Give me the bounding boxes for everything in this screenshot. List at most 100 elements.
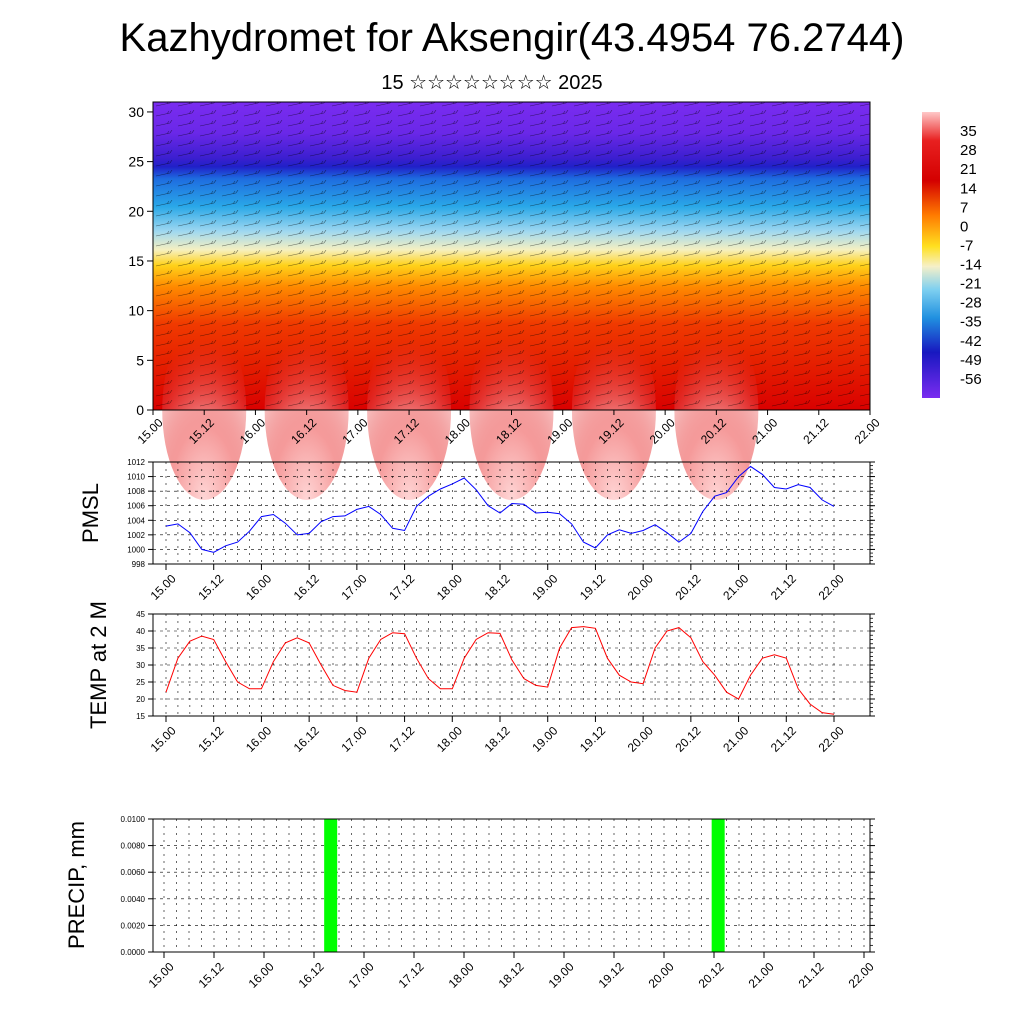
p3-x-tick-label: 19.00 bbox=[529, 723, 560, 754]
p3-x-tick-label: 22.00 bbox=[816, 723, 847, 754]
cross-section-y-tick-label: 0 bbox=[136, 402, 144, 418]
p4-x-tick-label: 22.00 bbox=[846, 959, 877, 990]
cross-section-x-tick-label: 15.00 bbox=[135, 415, 166, 446]
p2-x-tick-label: 21.12 bbox=[768, 571, 799, 602]
p4-y-tick-label: 0.0040 bbox=[121, 895, 146, 904]
cross-section-y-tick-label: 20 bbox=[128, 203, 144, 219]
p2-y-tick-label: 1010 bbox=[127, 473, 145, 482]
p3-x-tick-label: 21.12 bbox=[768, 723, 799, 754]
p2-y-tick-label: 1006 bbox=[127, 502, 145, 511]
cross-section-y-tick-label: 30 bbox=[128, 104, 144, 120]
p2-x-tick-label: 18.12 bbox=[482, 571, 513, 602]
p2-x-tick-label: 20.12 bbox=[672, 571, 703, 602]
p3-x-tick-label: 19.12 bbox=[577, 723, 608, 754]
p2-x-tick-label: 18.00 bbox=[434, 571, 465, 602]
colorbar-label: -28 bbox=[960, 295, 982, 312]
p4-x-tick-label: 20.12 bbox=[696, 959, 727, 990]
precip-frame bbox=[152, 818, 871, 953]
cross-section-y-tick-label: 5 bbox=[136, 352, 144, 368]
precip-bar bbox=[711, 819, 725, 952]
p2-x-tick-label: 19.12 bbox=[577, 571, 608, 602]
precip-grid bbox=[153, 819, 870, 952]
p2-x-tick-label: 17.12 bbox=[386, 571, 417, 602]
pmsl-y-axis: 998 1000 1002 1004 1006 1008 1010 1012 bbox=[127, 458, 875, 569]
p3-x-tick-label: 18.12 bbox=[482, 723, 513, 754]
p4-x-tick-label: 15.12 bbox=[196, 959, 227, 990]
p4-y-tick-label: 0.0100 bbox=[121, 815, 146, 824]
colorbar: 35 28 21 14 7 0 -7 -14 -21 -28 -35 -42 -49 -56 bbox=[922, 112, 982, 398]
page-title: Kazhydromet for Aksengir(43.4954 76.2744… bbox=[119, 16, 905, 60]
cross-section-y-tick-label: 25 bbox=[128, 154, 144, 170]
cross-section-y-tick-label: 15 bbox=[128, 253, 144, 269]
colorbar-scale bbox=[922, 112, 940, 398]
cross-section-x-tick-label: 22.00 bbox=[852, 415, 883, 446]
temp-panel: 15 20 25 30 35 40 45 15.00 15.12 16.00 16.12 17.00… bbox=[86, 601, 875, 755]
p4-y-tick-label: 0.0080 bbox=[121, 842, 146, 851]
cross-section-y-tick-label: 10 bbox=[128, 303, 144, 319]
precip-y-axis: 0.0000 0.0020 0.0040 0.0060 0.0080 0.0100 bbox=[121, 815, 875, 957]
p3-y-tick-label: 35 bbox=[136, 644, 145, 653]
p2-x-tick-label: 22.00 bbox=[816, 571, 847, 602]
p4-x-tick-label: 19.00 bbox=[546, 959, 577, 990]
p4-x-tick-label: 18.00 bbox=[446, 959, 477, 990]
precip-y-label: PRECIP, mm bbox=[64, 821, 89, 949]
p2-y-tick-label: 1004 bbox=[127, 516, 145, 525]
temp-y-label: TEMP at 2 M bbox=[86, 601, 111, 729]
p4-y-tick-label: 0.0060 bbox=[121, 868, 146, 877]
p2-x-tick-label: 15.00 bbox=[148, 571, 179, 602]
p4-x-tick-label: 15.00 bbox=[146, 959, 177, 990]
p2-y-tick-label: 1012 bbox=[127, 458, 145, 467]
colorbar-label: 28 bbox=[960, 142, 977, 159]
precip-bar bbox=[324, 819, 338, 952]
p3-y-tick-label: 20 bbox=[136, 695, 145, 704]
p4-x-tick-label: 17.00 bbox=[346, 959, 377, 990]
pmsl-series-line bbox=[165, 465, 835, 553]
p2-x-tick-label: 16.12 bbox=[291, 571, 322, 602]
p4-x-tick-label: 21.00 bbox=[746, 959, 777, 990]
colorbar-label: 14 bbox=[960, 180, 977, 197]
p3-x-tick-label: 18.00 bbox=[434, 723, 465, 754]
p3-x-tick-label: 16.12 bbox=[291, 723, 322, 754]
p2-x-tick-label: 16.00 bbox=[243, 571, 274, 602]
p2-x-tick-label: 20.00 bbox=[625, 571, 656, 602]
p3-x-tick-label: 20.00 bbox=[625, 723, 656, 754]
p3-y-tick-label: 25 bbox=[136, 678, 145, 687]
p2-y-tick-label: 998 bbox=[132, 560, 146, 569]
temp-grid bbox=[153, 614, 870, 716]
p3-y-tick-label: 30 bbox=[136, 661, 145, 670]
p3-x-tick-label: 17.12 bbox=[386, 723, 417, 754]
colorbar-label: 35 bbox=[960, 123, 977, 140]
p2-x-tick-label: 15.12 bbox=[195, 571, 226, 602]
precip-bars bbox=[324, 819, 725, 952]
page-subtitle: 15 ☆☆☆☆☆☆☆☆ 2025 bbox=[381, 72, 603, 94]
colorbar-label: -21 bbox=[960, 276, 982, 293]
colorbar-label: 21 bbox=[960, 161, 977, 178]
p3-x-tick-label: 16.00 bbox=[243, 723, 274, 754]
p4-x-tick-label: 16.00 bbox=[246, 959, 277, 990]
temp-x-axis: 15.00 15.12 16.00 16.12 17.00 17.12 18.00 18.12… bbox=[148, 716, 847, 755]
colorbar-label: -56 bbox=[960, 371, 982, 388]
colorbar-label: 0 bbox=[960, 218, 968, 235]
p2-x-tick-label: 17.00 bbox=[338, 571, 369, 602]
p3-x-tick-label: 20.12 bbox=[672, 723, 703, 754]
p3-x-tick-label: 15.12 bbox=[195, 723, 226, 754]
colorbar-labels: 35 28 21 14 7 0 -7 -14 -21 -28 -35 -42 -49 -56 bbox=[960, 123, 982, 388]
p4-x-tick-label: 20.00 bbox=[646, 959, 677, 990]
p4-x-tick-label: 16.12 bbox=[296, 959, 327, 990]
p2-x-tick-label: 21.00 bbox=[720, 571, 751, 602]
cross-section-x-tick-label: 21.12 bbox=[800, 415, 831, 446]
pmsl-x-axis: 15.00 15.12 16.00 16.12 17.00 17.12 18.00 18.12… bbox=[148, 564, 847, 603]
colorbar-label: -49 bbox=[960, 352, 982, 369]
p2-y-tick-label: 1002 bbox=[127, 531, 145, 540]
pmsl-y-label: PMSL bbox=[78, 483, 103, 543]
p3-x-tick-label: 15.00 bbox=[148, 723, 179, 754]
p2-y-tick-label: 1000 bbox=[127, 545, 145, 554]
p3-x-tick-label: 17.00 bbox=[338, 723, 369, 754]
p4-y-tick-label: 0.0000 bbox=[121, 948, 146, 957]
p4-x-tick-label: 18.12 bbox=[496, 959, 527, 990]
colorbar-label: -42 bbox=[960, 333, 982, 350]
pmsl-grid bbox=[153, 462, 870, 564]
cross-section-y-axis: 0 5 10 15 20 25 30 bbox=[128, 104, 153, 418]
temp-series-line bbox=[165, 626, 835, 715]
